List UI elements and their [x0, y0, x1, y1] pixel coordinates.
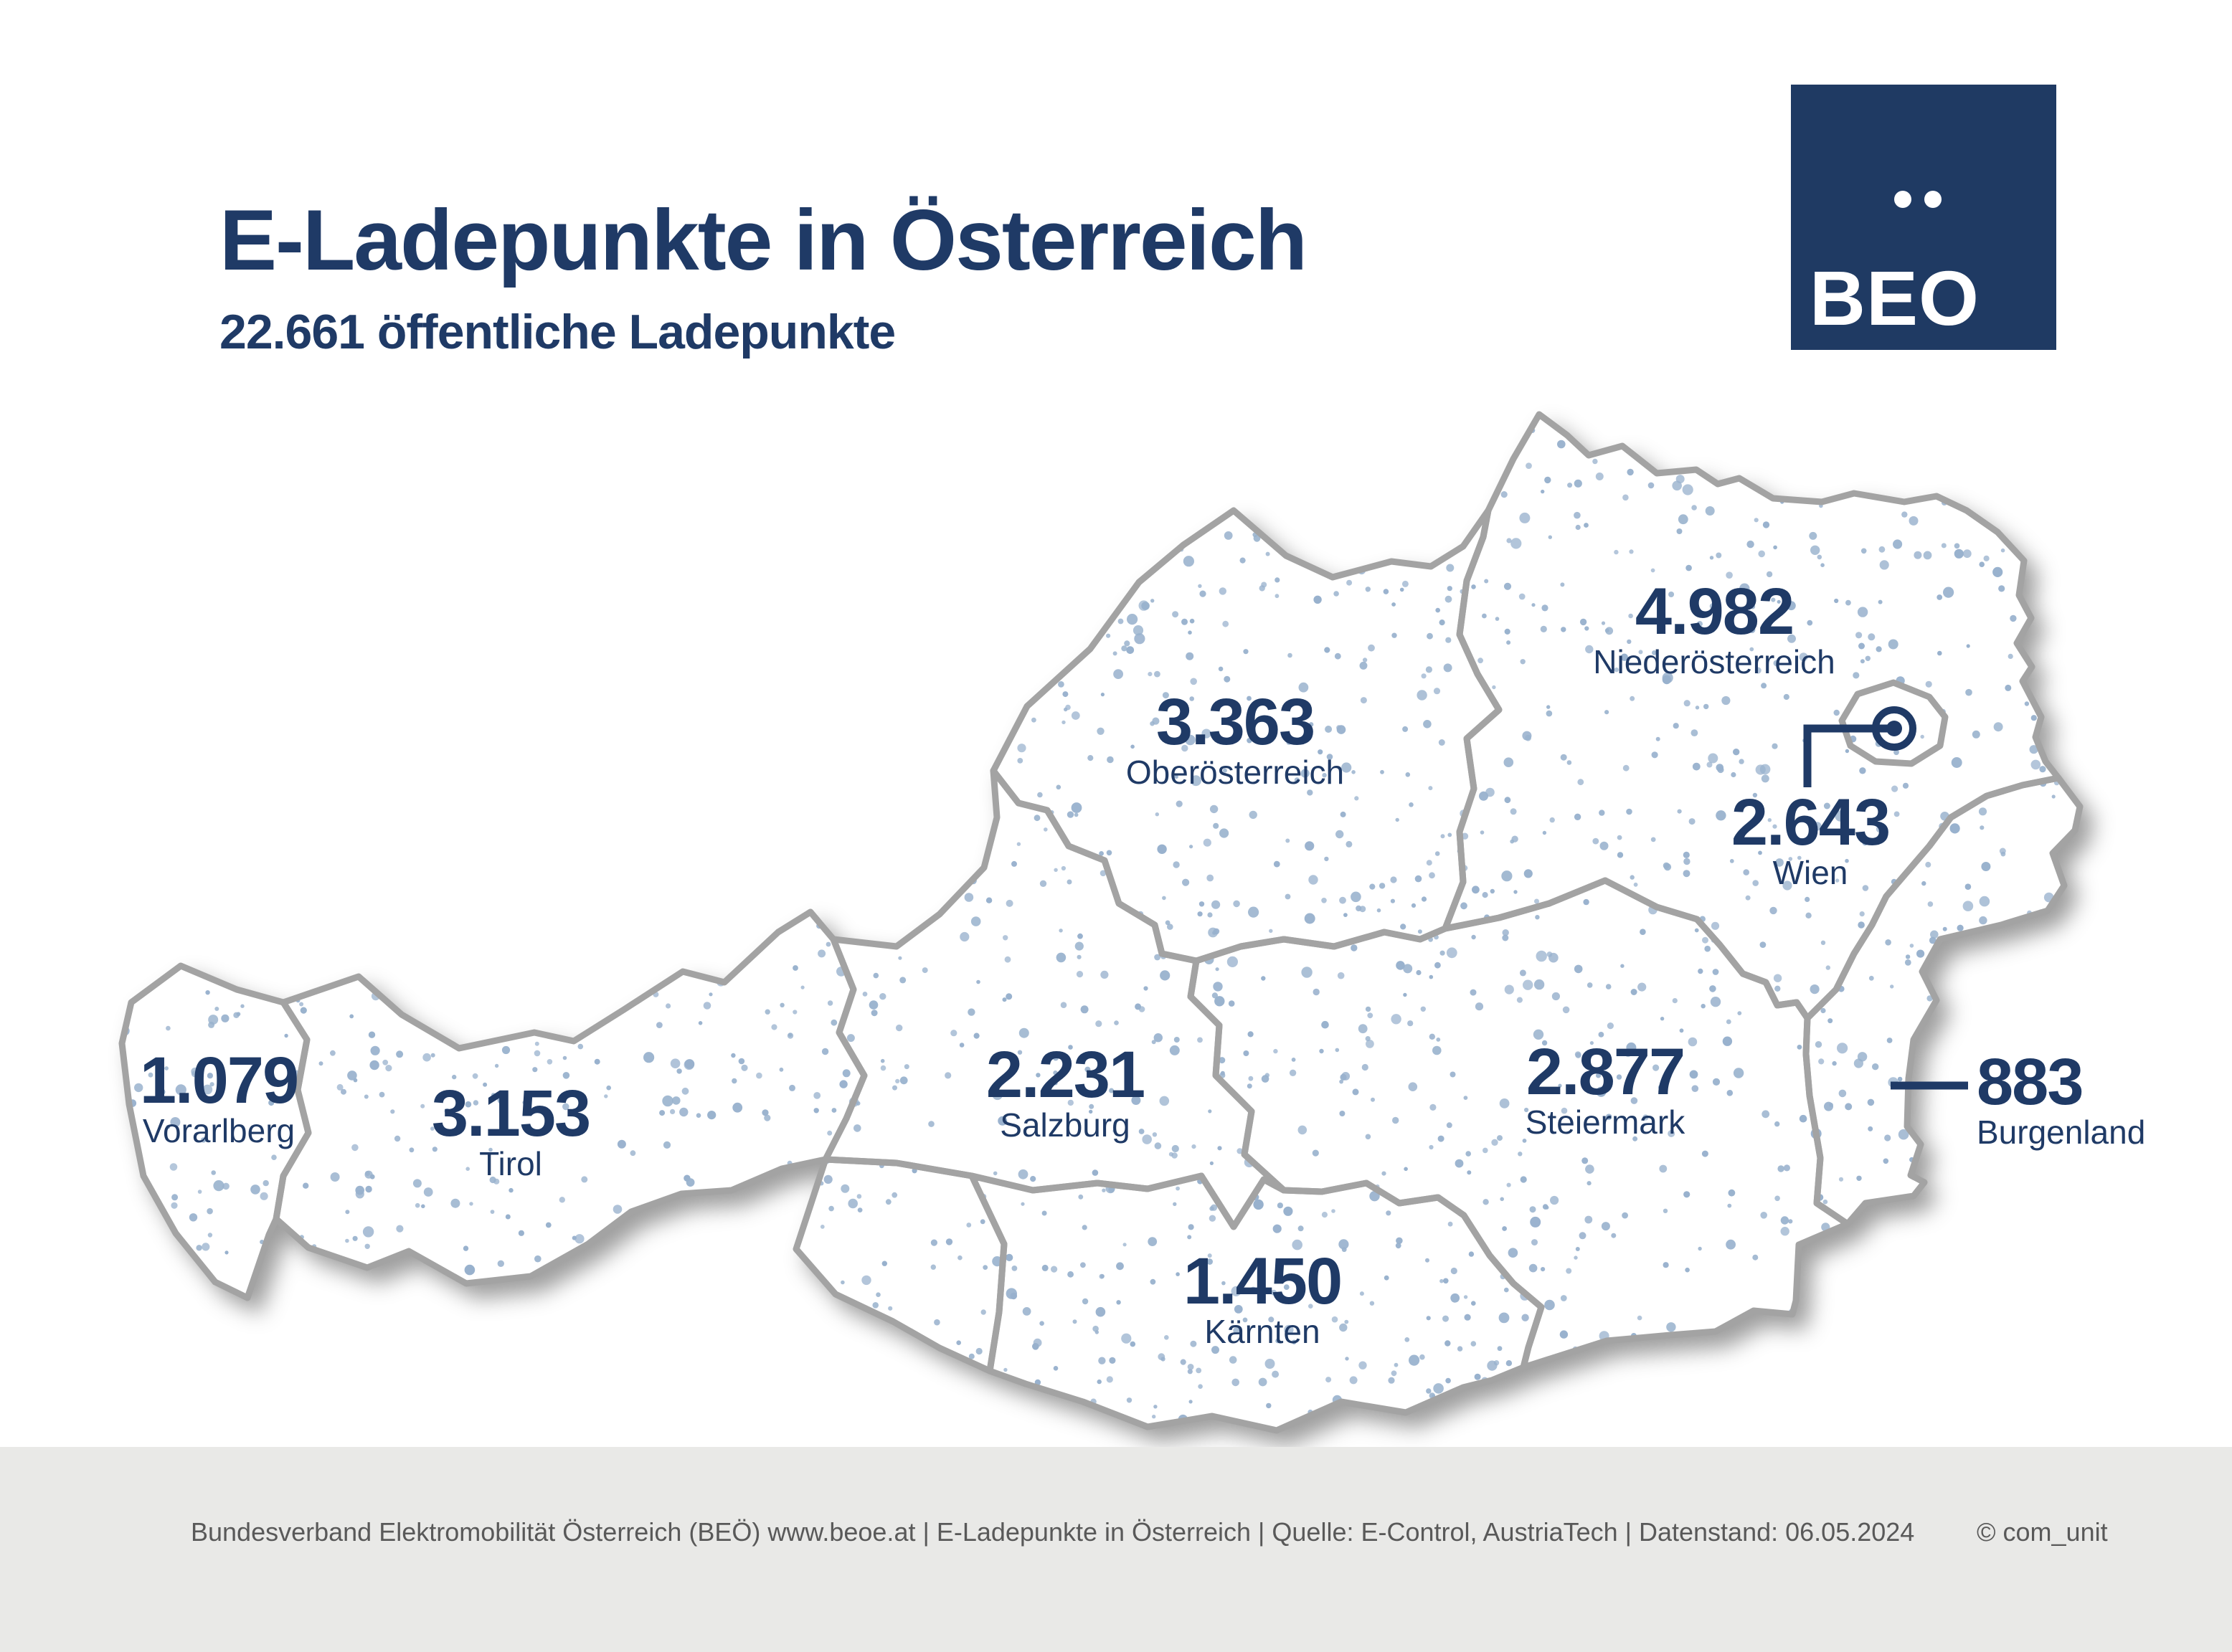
footer-credit: © com_unit — [1977, 1517, 2108, 1547]
header: E-Ladepunkte in Österreich 22.661 öffent… — [219, 192, 1307, 360]
region-steiermark — [1187, 877, 1851, 1371]
footer-source-text: Bundesverband Elektromobilität Österreic… — [191, 1517, 1915, 1547]
wien-marker-dot-icon — [1886, 721, 1902, 736]
page-subtitle: 22.661 öffentliche Ladepunkte — [219, 305, 896, 359]
region-kaernten — [968, 1172, 1545, 1434]
state-borders — [118, 411, 2084, 1434]
page-title: E-Ladepunkte in Österreich — [219, 192, 1307, 288]
callouts — [1803, 706, 1968, 1090]
wien-marker-ring-icon — [1872, 706, 1916, 751]
umlaut-dot-icon — [1894, 191, 1911, 208]
footer-bar: Bundesverband Elektromobilität Österreic… — [0, 1447, 2232, 1652]
beoe-logo: BEO — [1791, 85, 2056, 350]
umlaut-dot-icon — [1924, 191, 1942, 208]
region-wien — [1838, 679, 1949, 767]
region-burgenland — [1802, 774, 2084, 1228]
country-silhouette — [119, 412, 2083, 1433]
wien-callout-line — [1803, 724, 1894, 787]
logo-text: BEO — [1810, 255, 1980, 341]
